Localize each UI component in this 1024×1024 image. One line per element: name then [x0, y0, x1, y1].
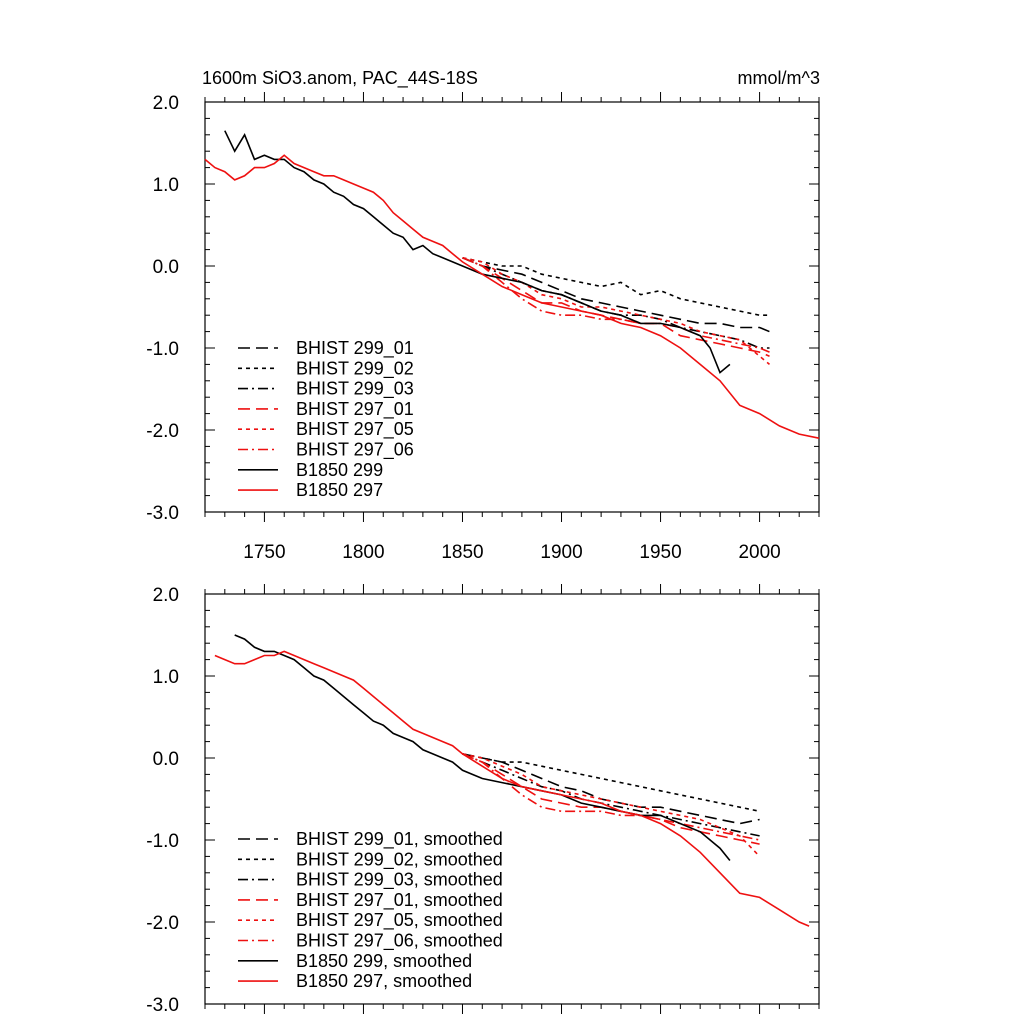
legend-label: BHIST 297_06, smoothed: [296, 931, 503, 952]
legend-label: B1850 299, smoothed: [296, 951, 472, 971]
chart-title: 1600m SiO3.anom, PAC_44S-18S: [202, 68, 478, 89]
series-line-4: [462, 257, 771, 366]
series-line-1: [462, 753, 760, 813]
y-tick-label: 1.0: [153, 175, 179, 196]
y-tick-label: -2.0: [146, 913, 179, 934]
series-line-0: [462, 257, 770, 333]
y-tick-label: 2.0: [153, 93, 179, 114]
y-tick-label: -3.0: [146, 995, 179, 1016]
x-tick-label: 2000: [738, 542, 780, 563]
y-tick-label: 0.0: [153, 749, 179, 770]
series-line-2: [462, 753, 760, 837]
legend-label: B1850 297, smoothed: [296, 971, 472, 991]
y-tick-label: -2.0: [146, 421, 179, 442]
series-line-7: [214, 650, 810, 927]
legend-label: BHIST 299_03, smoothed: [296, 870, 503, 891]
series-line-7: [204, 154, 820, 439]
legend-label: BHIST 297_01: [296, 399, 414, 420]
legend-label: BHIST 297_01, smoothed: [296, 890, 503, 911]
legend-label: BHIST 299_02, smoothed: [296, 849, 503, 870]
series-line-0: [462, 753, 760, 825]
series-line-5: [462, 257, 770, 353]
legend-label: BHIST 297_05, smoothed: [296, 910, 503, 931]
plot-frame: [204, 593, 820, 1005]
series-line-3: [462, 257, 770, 357]
y-tick-label: -3.0: [146, 503, 179, 524]
legend-label: BHIST 299_02: [296, 358, 414, 379]
plot-frame: [204, 101, 820, 513]
y-tick-label: 0.0: [153, 257, 179, 278]
series-line-2: [462, 257, 770, 349]
y-tick-label: 2.0: [153, 585, 179, 606]
bottom-panel: 2.0 1.0 0.0 -1.0 -2.0 -3.0 BHIST 299_01, smoot…: [146, 584, 820, 1016]
x-tick-label: 1750: [243, 542, 285, 563]
legend-label: B1850 299: [296, 460, 383, 480]
top-panel: 2.0 1.0 0.0 -1.0 -2.0 -3.0 1750 1800 1850 1900 195…: [146, 92, 820, 563]
series-line-1: [462, 257, 770, 317]
legend-label: BHIST 297_06: [296, 440, 414, 461]
units-label: mmol/m^3: [738, 68, 820, 88]
x-tick-label: 1900: [540, 542, 582, 563]
legend-label: BHIST 299_01, smoothed: [296, 829, 503, 850]
y-tick-label: 1.0: [153, 667, 179, 688]
y-tick-label: -1.0: [146, 339, 179, 360]
series-line-6: [234, 634, 731, 862]
legend-label: B1850 297: [296, 480, 383, 500]
series-line-6: [224, 130, 731, 374]
x-tick-label: 1800: [342, 542, 384, 563]
x-tick-label: 1950: [639, 542, 681, 563]
series-line-5: [462, 753, 760, 841]
x-tick-label: 1850: [441, 542, 483, 563]
series-line-4: [462, 753, 761, 857]
y-tick-label: -1.0: [146, 831, 179, 852]
series-line-3: [462, 753, 760, 845]
legend-label: BHIST 299_01: [296, 338, 414, 359]
legend-label: BHIST 297_05: [296, 419, 414, 440]
legend-label: BHIST 299_03: [296, 379, 414, 400]
